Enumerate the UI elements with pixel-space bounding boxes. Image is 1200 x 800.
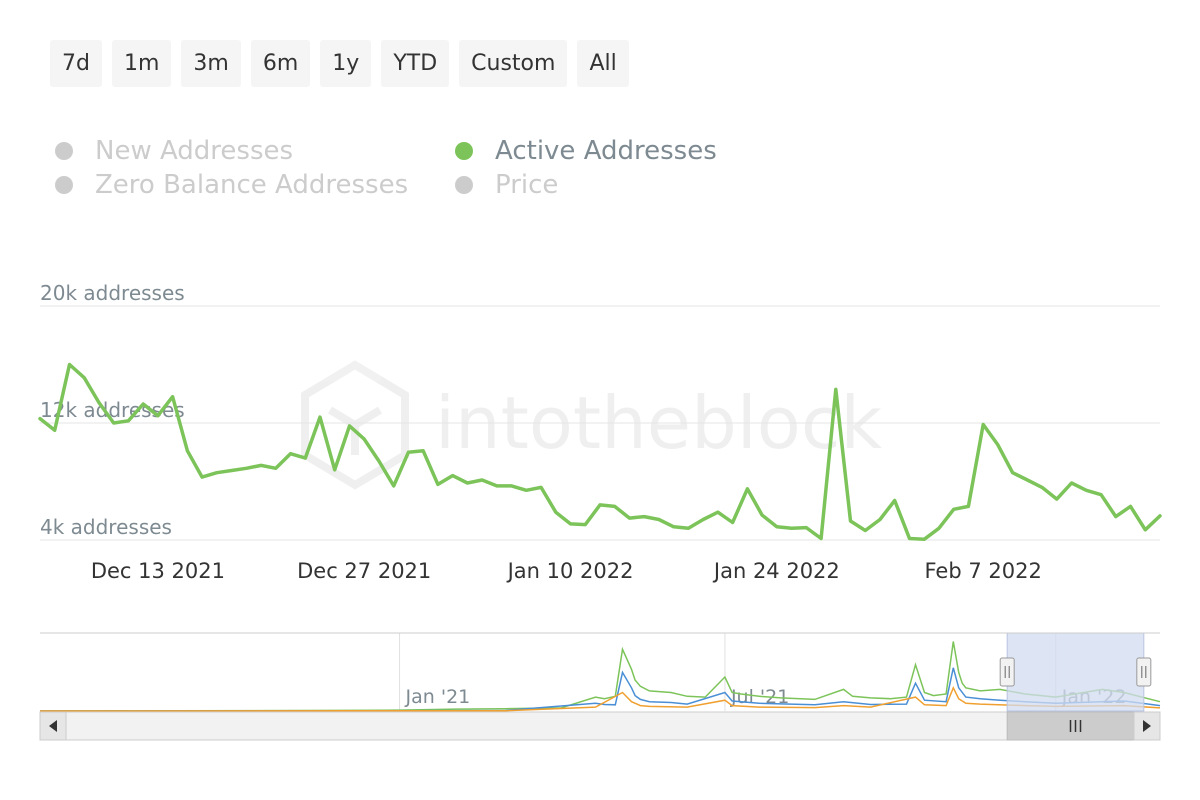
grip-icon — [1069, 720, 1082, 732]
x-tick-label: Dec 27 2021 — [297, 559, 431, 583]
range-3m-button[interactable]: 3m — [181, 40, 241, 87]
range-ytd-button[interactable]: YTD — [381, 40, 450, 87]
navigator-tick-label: Jan '21 — [405, 686, 471, 708]
y-tick-label: 20k addresses — [40, 281, 185, 305]
legend-dot-icon — [455, 176, 473, 194]
legend-label: Zero Balance Addresses — [95, 170, 409, 200]
legend-dot-icon — [55, 142, 73, 160]
navigator-series — [39, 641, 1161, 712]
range-all-button[interactable]: All — [577, 40, 629, 87]
scroll-right-button[interactable] — [1133, 711, 1161, 741]
range-selector: 7d 1m 3m 6m 1y YTD Custom All — [50, 40, 629, 87]
navigator-left-handle[interactable] — [999, 657, 1015, 687]
grid — [40, 305, 1160, 541]
legend-item-price[interactable]: Price — [455, 170, 558, 200]
x-tick-label: Jan 24 2022 — [712, 559, 840, 583]
range-6m-button[interactable]: 6m — [250, 40, 311, 87]
navigator-line-new-addresses — [39, 667, 1161, 712]
range-1m-button[interactable]: 1m — [111, 40, 172, 87]
scrollbar-track[interactable] — [39, 711, 1161, 741]
scrollbar[interactable] — [39, 711, 1161, 741]
x-tick-label: Feb 7 2022 — [924, 559, 1041, 583]
navigator-selection[interactable] — [1006, 632, 1145, 712]
arrow-right-icon — [1143, 720, 1151, 732]
arrow-left-icon — [49, 720, 57, 732]
legend-item-new-addresses[interactable]: New Addresses — [55, 136, 293, 166]
navigator-right-handle[interactable] — [1136, 657, 1152, 687]
x-tick-label: Jan 10 2022 — [506, 559, 634, 583]
scroll-left-button[interactable] — [39, 711, 67, 741]
x-axis: Dec 13 2021 Dec 27 2021 Jan 10 2022 Jan 24 … — [91, 559, 1042, 583]
legend-item-zero-balance-addresses[interactable]: Zero Balance Addresses — [55, 170, 408, 200]
navigator-line-zero-balance — [39, 685, 1161, 712]
range-custom-button[interactable]: Custom — [459, 40, 568, 87]
legend-item-active-addresses[interactable]: Active Addresses — [455, 136, 717, 166]
x-tick-label: Dec 13 2021 — [91, 559, 225, 583]
series-line-active-addresses[interactable] — [38, 362, 1162, 542]
y-tick-label: 4k addresses — [40, 515, 172, 539]
legend-label: New Addresses — [95, 136, 294, 166]
legend-label: Active Addresses — [495, 136, 717, 166]
range-1y-button[interactable]: 1y — [320, 40, 372, 87]
legend-label: Price — [495, 170, 559, 200]
navigator-line-active-addresses — [39, 641, 1161, 712]
watermark-logo-icon — [301, 360, 409, 490]
legend-dot-icon — [455, 142, 473, 160]
watermark: intotheblock — [301, 360, 882, 490]
chart-legend: New Addresses Zero Balance Addresses Act… — [55, 132, 815, 212]
series-layer — [38, 362, 1162, 542]
range-7d-button[interactable]: 7d — [50, 40, 102, 87]
legend-dot-icon — [55, 176, 73, 194]
